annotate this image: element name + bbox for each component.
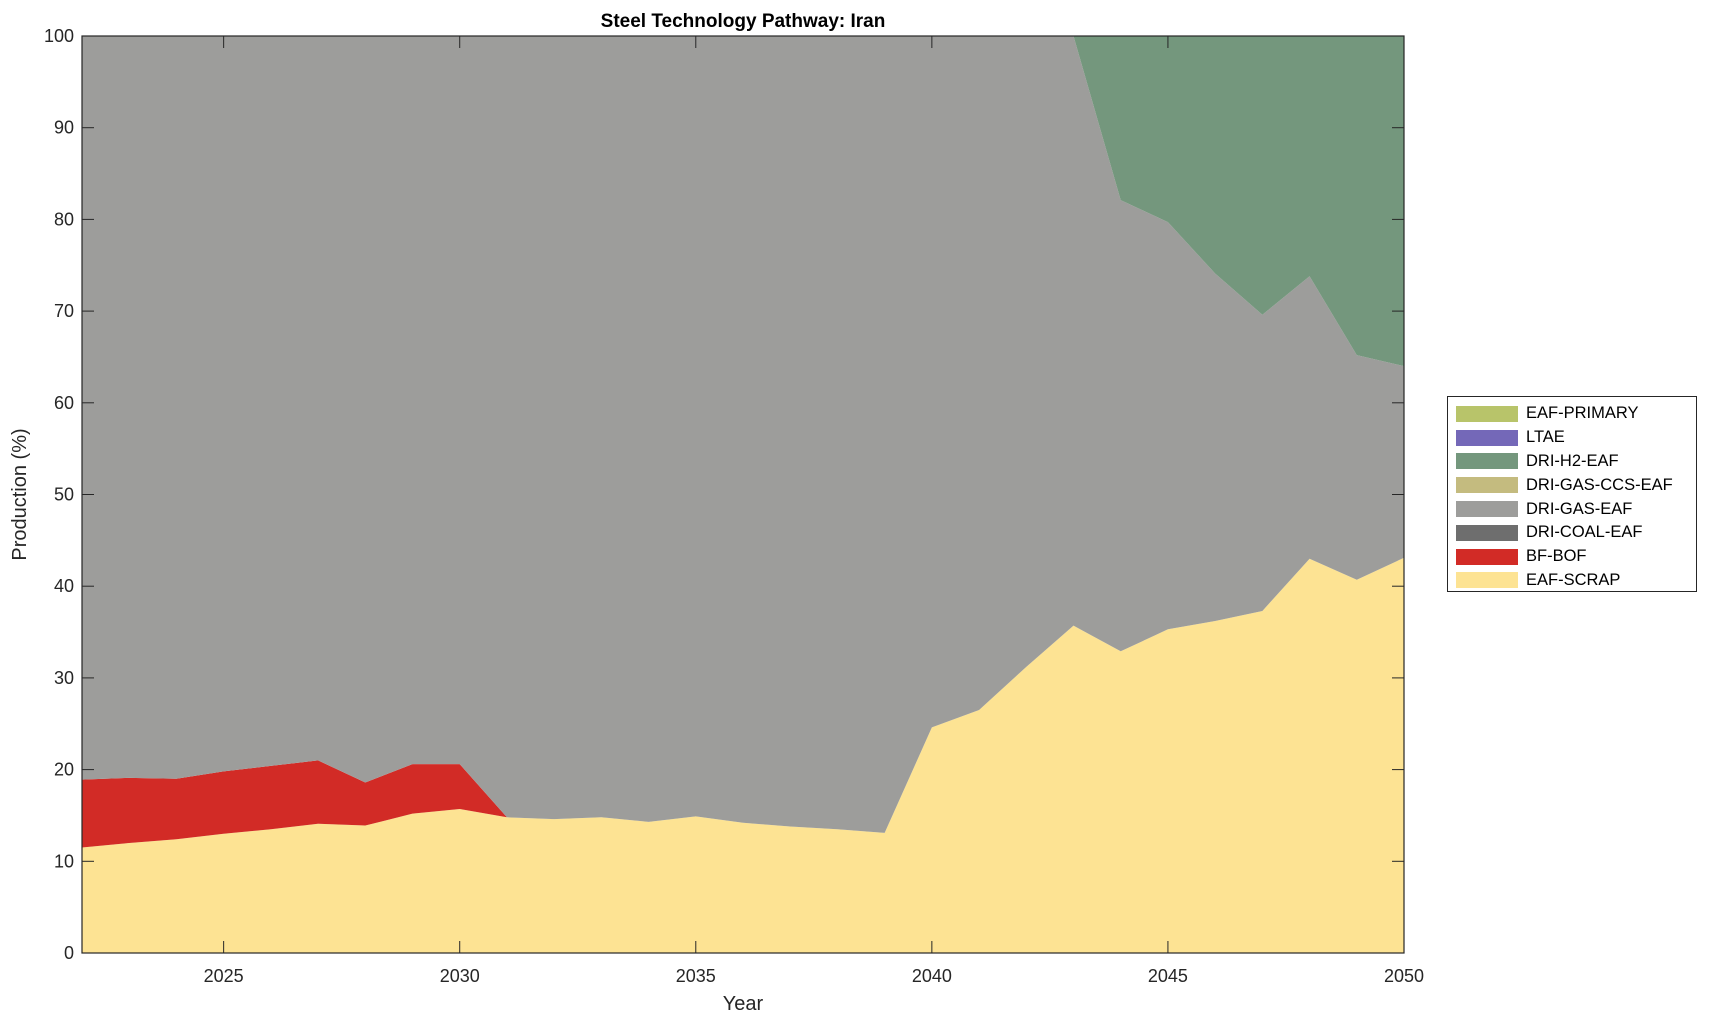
legend-label: LTAE: [1526, 428, 1565, 447]
x-tick-label: 2050: [1384, 966, 1424, 986]
legend-label: DRI-H2-EAF: [1526, 451, 1619, 470]
x-axis-label: Year: [723, 993, 764, 1015]
y-tick-label: 90: [54, 118, 74, 138]
legend-item-eaf-primary: EAF-PRIMARY: [1456, 402, 1696, 426]
area-eaf-scrap: [82, 557, 1404, 953]
legend-swatch: [1456, 501, 1518, 518]
legend-swatch: [1456, 405, 1518, 422]
y-tick-label: 70: [54, 301, 74, 321]
area-dri-gas-eaf: [82, 36, 1404, 833]
legend-swatch: [1456, 548, 1518, 565]
area-layer: [82, 36, 1404, 953]
x-tick-label: 2035: [676, 966, 716, 986]
x-tick-label: 2040: [912, 966, 952, 986]
y-tick-label: 10: [54, 851, 74, 871]
legend-swatch: [1456, 524, 1518, 541]
y-tick-label: 50: [54, 485, 74, 505]
legend-label: DRI-COAL-EAF: [1526, 523, 1643, 542]
y-tick-label: 20: [54, 760, 74, 780]
tick-layer: 2025 2030 2035 2040 2045 20500102030405060708…: [44, 26, 1424, 986]
legend-item-eaf-scrap: EAF-SCRAP: [1456, 569, 1696, 593]
chart-title: Steel Technology Pathway: Iran: [601, 11, 886, 32]
y-tick-label: 30: [54, 668, 74, 688]
legend-item-bf-bof: BF-BOF: [1456, 545, 1696, 569]
legend-swatch: [1456, 453, 1518, 470]
y-axis-label: Production (%): [9, 428, 31, 560]
legend-label: DRI-GAS-EAF: [1526, 499, 1633, 518]
legend-item-ltae: LTAE: [1456, 426, 1696, 450]
legend-swatch: [1456, 572, 1518, 589]
area-dri-h2-eaf: [82, 36, 1404, 367]
legend-item-dri-gas-ccs-eaf: DRI-GAS-CCS-EAF: [1456, 473, 1696, 497]
legend-label: EAF-SCRAP: [1526, 570, 1621, 589]
x-tick-label: 2045: [1148, 966, 1188, 986]
y-tick-label: 60: [54, 393, 74, 413]
area-bf-bof: [82, 557, 1404, 848]
legend-swatch: [1456, 477, 1518, 494]
y-tick-label: 0: [64, 943, 74, 963]
legend-label: DRI-GAS-CCS-EAF: [1526, 475, 1673, 494]
legend-label: BF-BOF: [1526, 547, 1587, 566]
legend-item-dri-gas-eaf: DRI-GAS-EAF: [1456, 497, 1696, 521]
x-tick-label: 2030: [440, 966, 480, 986]
legend-label: EAF-PRIMARY: [1526, 404, 1639, 423]
x-tick-label: 2025: [204, 966, 244, 986]
legend-item-dri-coal-eaf: DRI-COAL-EAF: [1456, 521, 1696, 545]
legend: EAF-PRIMARY LTAE DRI-H2-EAF DRI-GAS-CCS-EAF…: [1447, 396, 1697, 592]
legend-swatch: [1456, 429, 1518, 446]
y-tick-label: 100: [44, 26, 74, 46]
y-tick-label: 40: [54, 576, 74, 596]
y-tick-label: 80: [54, 209, 74, 229]
legend-item-dri-h2-eaf: DRI-H2-EAF: [1456, 450, 1696, 474]
